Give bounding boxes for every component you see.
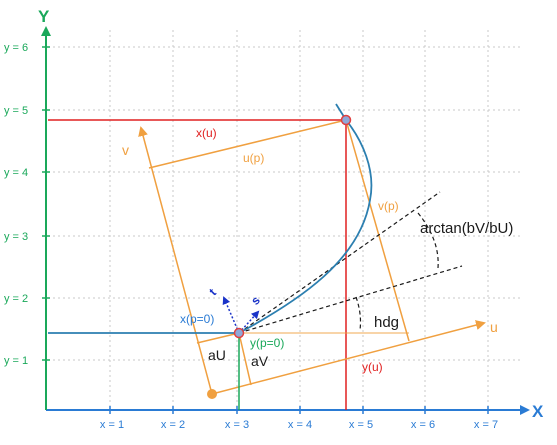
av-label: aV (251, 353, 269, 369)
arctan-angle-arc (417, 212, 439, 269)
y-tick-label: y = 5 (4, 105, 28, 117)
grid (48, 30, 520, 408)
parametric-curve (48, 103, 373, 334)
u-of-p-label: u(p) (243, 151, 264, 165)
y-tick-label: y = 6 (4, 42, 28, 54)
x-tick-label: x = 3 (225, 419, 249, 431)
au-line (196, 332, 240, 344)
y-axis-ticks (42, 46, 50, 361)
v-of-p-label: v(p) (378, 199, 399, 213)
x-axis-label: X (532, 402, 544, 421)
v-axis-line (138, 126, 213, 395)
arctan-dashed-line (238, 191, 441, 334)
x-p0-label: x(p=0) (180, 312, 214, 326)
v-of-p-line (345, 119, 410, 342)
u-axis-line (211, 320, 486, 395)
x-tick-label: x = 2 (161, 419, 185, 431)
x-tick-label: x = 4 (288, 419, 312, 431)
dashed-lines (238, 191, 463, 334)
v-axis-label: v (122, 142, 129, 158)
arctan-label: arctan(bV/bU) (420, 220, 513, 237)
y-p0-label: y(p=0) (250, 336, 284, 350)
local-frame (138, 119, 486, 395)
x-tick-label: x = 5 (349, 419, 373, 431)
y-tick-label: y = 4 (4, 167, 28, 179)
hdg-angle-arc (355, 296, 362, 331)
x-tick-labels: x = 1 x = 2 x = 3 x = 4 x = 5 x = 6 x = … (100, 419, 498, 431)
y-tick-label: y = 2 (4, 293, 28, 305)
x-tick-label: x = 1 (100, 419, 124, 431)
au-label: aU (208, 347, 226, 363)
y-axis-label: Y (38, 7, 50, 26)
x-axis-ticks (109, 406, 489, 414)
hdg-dashed-line (238, 265, 463, 334)
av-line (238, 332, 252, 386)
u-of-p-line (148, 119, 347, 169)
u-axis-label: u (490, 319, 498, 335)
y-tick-labels: y = 6 y = 5 y = 4 y = 3 y = 2 y = 1 (4, 42, 28, 367)
s-vector-label: s (248, 293, 263, 308)
x-tick-label: x = 7 (474, 419, 498, 431)
t-vector-label: t (206, 286, 219, 299)
x-tick-label: x = 6 (411, 419, 435, 431)
origin-point (207, 389, 217, 399)
end-point (340, 114, 352, 126)
start-point (233, 327, 245, 339)
hdg-label: hdg (374, 314, 399, 331)
y-tick-label: y = 3 (4, 231, 28, 243)
x-of-u-label: x(u) (196, 126, 217, 140)
y-of-u-label: y(u) (362, 360, 383, 374)
y-tick-label: y = 1 (4, 355, 28, 367)
